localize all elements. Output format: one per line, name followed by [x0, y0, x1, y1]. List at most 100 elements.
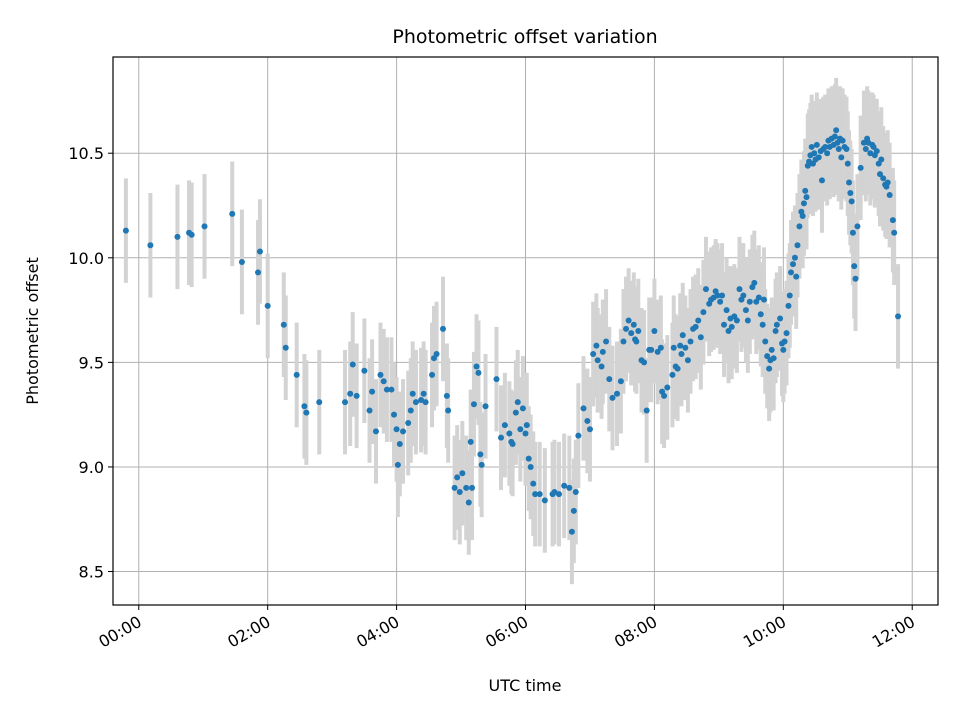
data-point — [702, 286, 709, 293]
data-point — [620, 338, 627, 345]
data-point — [469, 484, 476, 491]
data-point — [301, 403, 308, 410]
data-point — [648, 346, 655, 353]
data-point — [815, 154, 822, 161]
data-point — [525, 455, 532, 462]
data-point — [678, 351, 685, 358]
data-point — [255, 269, 262, 276]
y-tick-label: 9.0 — [79, 458, 104, 477]
data-point — [714, 292, 721, 299]
data-point — [551, 489, 558, 496]
data-point — [409, 390, 416, 397]
data-point — [506, 430, 513, 437]
data-point — [590, 351, 597, 358]
data-point — [422, 399, 429, 406]
data-point — [746, 298, 753, 305]
data-point — [536, 491, 543, 498]
data-point — [625, 317, 632, 324]
data-point — [467, 438, 474, 445]
y-tick-label: 10.0 — [68, 249, 104, 268]
data-point — [501, 422, 508, 429]
data-point — [561, 482, 568, 489]
data-point — [473, 363, 480, 370]
data-point — [794, 242, 801, 249]
data-point — [873, 148, 880, 155]
data-point — [617, 378, 624, 385]
data-point — [895, 313, 902, 320]
data-point — [891, 229, 898, 236]
data-point — [833, 127, 840, 134]
data-point — [670, 344, 677, 351]
data-point — [789, 261, 796, 268]
data-point — [530, 480, 537, 487]
y-tick-label: 9.5 — [79, 353, 104, 372]
data-point — [633, 338, 640, 345]
data-point — [519, 405, 526, 412]
data-point — [799, 212, 806, 219]
data-point — [766, 365, 773, 372]
data-point — [400, 428, 407, 435]
data-point — [764, 353, 771, 360]
data-point — [757, 311, 764, 318]
data-point — [777, 315, 784, 322]
data-point — [728, 323, 735, 330]
data-point — [522, 430, 529, 437]
data-point — [572, 489, 579, 496]
data-point — [657, 344, 664, 351]
data-point — [692, 323, 699, 330]
data-point — [264, 302, 271, 309]
data-point — [229, 210, 236, 217]
data-point — [679, 332, 686, 339]
data-point — [811, 150, 818, 157]
data-point — [383, 386, 390, 393]
data-point — [188, 231, 195, 238]
data-point — [445, 407, 452, 414]
data-point — [835, 146, 842, 153]
data-point — [635, 328, 642, 334]
data-point — [380, 378, 387, 385]
data-point — [377, 371, 384, 378]
data-points — [122, 127, 902, 535]
data-point — [654, 348, 661, 355]
data-point — [781, 338, 788, 345]
data-point — [609, 394, 616, 401]
data-point — [838, 154, 845, 161]
data-point — [443, 392, 450, 399]
data-point — [598, 363, 605, 370]
data-point — [847, 189, 854, 196]
data-point — [429, 371, 436, 378]
data-point — [740, 292, 747, 299]
data-point — [599, 348, 606, 355]
data-point — [369, 388, 376, 395]
data-point — [478, 461, 485, 468]
data-point — [862, 146, 869, 153]
data-point — [433, 351, 440, 358]
data-point — [762, 338, 769, 345]
data-point — [566, 484, 573, 491]
data-point — [848, 198, 855, 205]
y-tick-label: 8.5 — [79, 563, 104, 582]
data-point — [785, 302, 792, 309]
data-point — [742, 307, 749, 314]
data-point — [477, 451, 484, 458]
data-point — [541, 497, 548, 504]
y-tick-label: 10.5 — [68, 144, 104, 163]
data-point — [725, 328, 732, 334]
data-point — [482, 403, 489, 410]
data-point — [575, 432, 582, 439]
data-point — [760, 296, 767, 303]
data-point — [889, 217, 896, 224]
data-point — [174, 233, 181, 240]
data-point — [623, 325, 630, 332]
data-point — [372, 428, 379, 435]
data-point — [768, 346, 775, 353]
data-point — [723, 307, 730, 314]
data-point — [844, 160, 851, 167]
data-point — [509, 440, 516, 447]
data-point — [512, 409, 519, 416]
data-point — [256, 248, 263, 255]
data-point — [475, 369, 482, 376]
data-point — [280, 321, 287, 328]
data-point — [822, 143, 829, 150]
data-point — [695, 317, 702, 324]
